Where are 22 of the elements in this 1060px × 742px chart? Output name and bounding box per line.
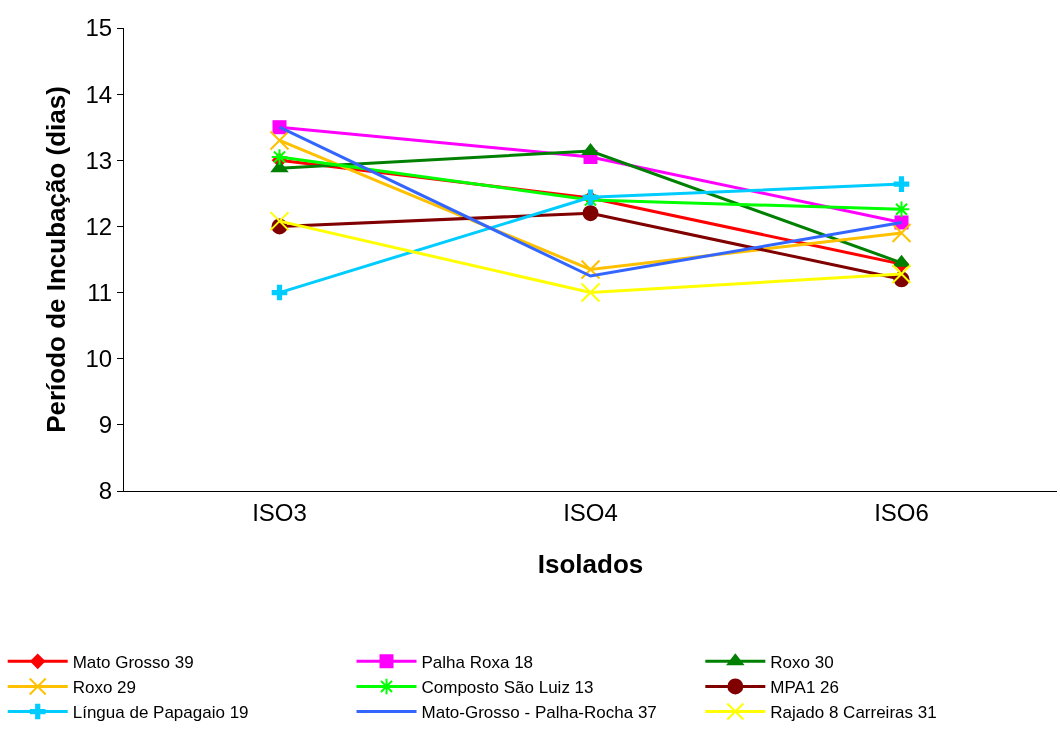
legend-label: Roxo 30 (770, 652, 834, 672)
legend-label: Rajado 8 Carreiras 31 (770, 703, 937, 723)
legend-label: Mato-Grosso - Palha-Rocha 37 (421, 703, 657, 723)
legend-label: Língua de Papagaio 19 (72, 703, 249, 723)
x-tick-label: ISO4 (563, 498, 618, 526)
y-tick-label: 14 (85, 80, 113, 108)
y-tick-label: 9 (98, 411, 113, 439)
legend-label: Mato Grosso 39 (72, 652, 194, 672)
y-tick-label: 11 (87, 278, 113, 306)
y-tick-label: 8 (98, 477, 113, 505)
y-tick-label: 15 (85, 14, 113, 42)
x-axis-title: Isolados (537, 549, 644, 580)
y-tick-label: 12 (85, 212, 113, 240)
y-tick-label: 10 (85, 345, 113, 373)
legend-label: Composto São Luiz 13 (421, 678, 594, 698)
legend-label: MPA1 26 (770, 678, 839, 698)
x-tick-label: ISO6 (874, 498, 929, 526)
legend-label: Roxo 29 (72, 678, 137, 698)
y-axis-title: Período de Incubação (dias) (40, 86, 71, 433)
y-tick-label: 13 (85, 146, 113, 174)
legend-label: Palha Roxa 18 (421, 652, 534, 672)
x-tick-label: ISO3 (252, 498, 307, 526)
